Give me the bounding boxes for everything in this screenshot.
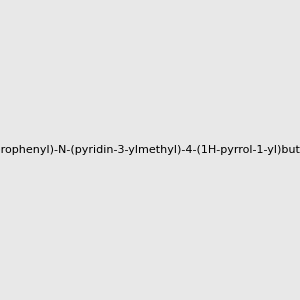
Text: 3-(4-chlorophenyl)-N-(pyridin-3-ylmethyl)-4-(1H-pyrrol-1-yl)butanamide: 3-(4-chlorophenyl)-N-(pyridin-3-ylmethyl… xyxy=(0,145,300,155)
